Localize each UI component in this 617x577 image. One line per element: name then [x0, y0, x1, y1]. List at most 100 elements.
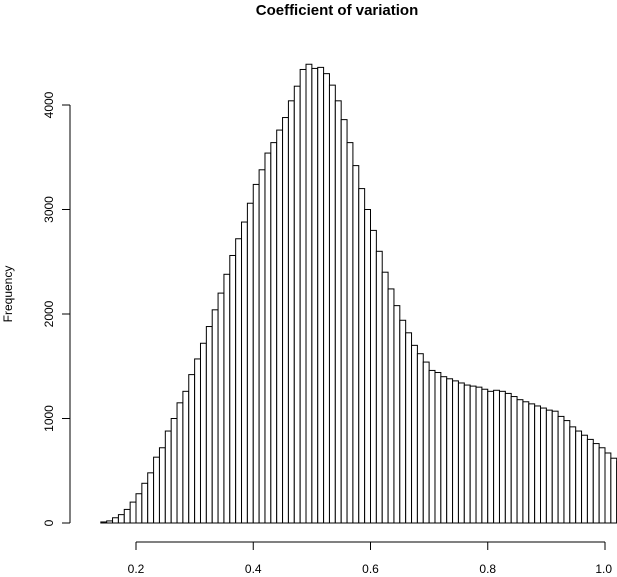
histogram-bar	[287, 100, 295, 524]
histogram-bar	[592, 443, 600, 524]
histogram-bar	[199, 342, 207, 524]
histogram-bar	[375, 250, 383, 524]
y-tick-label: 0	[42, 519, 56, 526]
histogram-bar	[481, 388, 489, 524]
histogram-bar	[305, 63, 313, 524]
y-tick-label: 3000	[42, 196, 56, 223]
histogram-bar	[586, 438, 594, 524]
histogram-bar	[258, 169, 266, 524]
histogram-bar	[569, 426, 577, 524]
histogram-bar	[563, 420, 571, 524]
histogram-bar	[364, 209, 372, 524]
histogram-bar	[416, 353, 424, 524]
y-axis: 0 1000 2000 3000 4000	[42, 91, 71, 526]
y-tick-label: 2000	[42, 300, 56, 327]
histogram-bar	[223, 273, 231, 524]
histogram-bar	[381, 271, 389, 524]
histogram-bar	[235, 238, 243, 524]
histogram-bar	[270, 142, 278, 524]
histogram-bar	[581, 434, 588, 524]
histogram-bar	[129, 501, 137, 524]
histogram-bar	[317, 66, 325, 524]
histogram-bar	[264, 152, 272, 524]
histogram-bar	[575, 430, 583, 524]
histogram-bar	[276, 129, 284, 524]
histogram-bar	[370, 229, 377, 524]
histogram-bar	[557, 415, 565, 524]
x-tick-label: 0.2	[128, 562, 145, 576]
histogram-bar	[487, 390, 495, 524]
histogram-bar	[112, 517, 119, 524]
histogram-bar	[182, 390, 190, 524]
histogram-bar	[106, 520, 114, 524]
y-tick-label: 1000	[42, 405, 56, 432]
histogram-bar	[188, 374, 196, 524]
histogram-bar	[229, 254, 237, 524]
x-tick-label: 1.0	[595, 562, 612, 576]
histogram-bar	[205, 326, 213, 524]
histogram-bar	[411, 344, 418, 524]
histogram-bar	[334, 100, 342, 524]
x-tick-label: 0.6	[362, 562, 379, 576]
histogram-bar	[135, 493, 143, 524]
histogram-bar	[299, 68, 307, 524]
histogram-bar	[452, 380, 459, 524]
histogram-bar	[164, 430, 172, 524]
histogram-bar	[246, 202, 254, 524]
histogram-bar	[534, 405, 542, 524]
histogram-bar	[428, 369, 436, 524]
histogram-bar	[311, 67, 319, 524]
histogram-bar	[422, 361, 430, 524]
chart-title: Coefficient of variation	[256, 2, 419, 19]
histogram-bar	[100, 521, 108, 524]
histogram-bar	[551, 410, 559, 524]
histogram-bar	[252, 183, 260, 524]
histogram-bar	[340, 119, 348, 524]
histogram-bar	[446, 378, 454, 524]
x-tick-label: 0.4	[245, 562, 262, 576]
histogram-bar	[545, 409, 553, 524]
histogram-bar	[241, 221, 248, 524]
histogram-bar	[469, 385, 477, 524]
histogram-bars	[100, 63, 617, 524]
histogram-bar	[598, 447, 606, 524]
histogram-bar	[176, 402, 184, 524]
histogram-bar	[522, 401, 530, 524]
histogram-bar	[358, 188, 366, 524]
histogram-bar	[123, 508, 131, 524]
histogram-bar	[528, 403, 536, 524]
histogram-bar	[352, 165, 360, 524]
x-axis: 0.2 0.4 0.6 0.8 1.0	[128, 541, 612, 576]
histogram-bar	[457, 382, 465, 524]
histogram-bar	[217, 292, 225, 524]
histogram-bar	[170, 418, 178, 524]
histogram-bar	[405, 332, 413, 524]
histogram-bar	[493, 389, 500, 524]
y-tick-label: 4000	[42, 91, 56, 118]
histogram-bar	[141, 482, 149, 524]
histogram-bar	[510, 396, 518, 524]
histogram-bar	[475, 386, 483, 524]
histogram-bar	[540, 407, 547, 524]
histogram-bar	[440, 376, 448, 524]
histogram-bar	[604, 452, 612, 524]
histogram-bar	[147, 472, 155, 524]
histogram-bar	[610, 457, 617, 524]
histogram-bar	[282, 117, 289, 524]
histogram-bar	[117, 514, 125, 524]
x-tick-label: 0.8	[479, 562, 496, 576]
histogram-bar	[498, 390, 506, 524]
histogram-bar	[293, 85, 301, 524]
histogram-bar	[434, 372, 442, 524]
histogram-bar	[194, 358, 201, 524]
histogram-bar	[346, 142, 354, 524]
histogram-bar	[504, 392, 512, 524]
histogram-bar	[463, 384, 471, 524]
histogram-bar	[323, 73, 330, 524]
histogram-bar	[211, 309, 219, 524]
histogram-bar	[399, 319, 407, 524]
histogram-bar	[393, 305, 401, 524]
y-axis-label: Frequency	[1, 266, 15, 323]
histogram-bar	[516, 399, 524, 524]
